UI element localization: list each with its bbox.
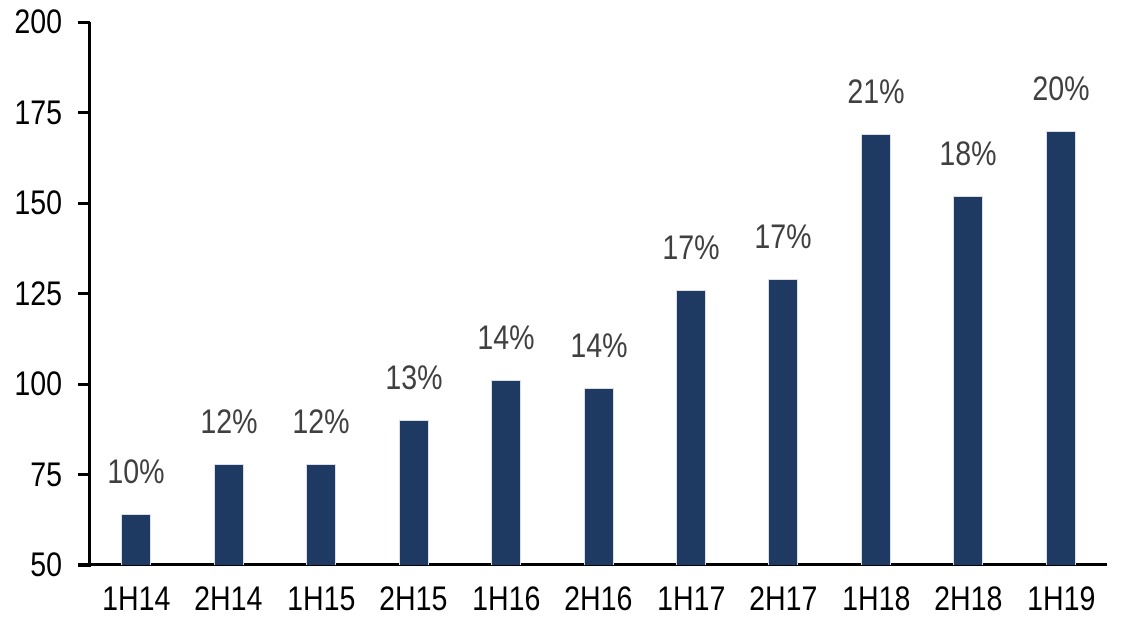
y-axis-tick xyxy=(78,20,90,24)
y-axis-tick-label: 150 xyxy=(14,184,63,222)
bar-1h16 xyxy=(491,380,522,565)
x-axis-category-label: 1H14 xyxy=(102,580,171,618)
x-axis-category-label: 2H15 xyxy=(379,580,448,618)
bar-value-label: 12% xyxy=(292,402,350,441)
x-axis-category-label: 1H18 xyxy=(841,580,910,618)
bar-value-label: 13% xyxy=(384,359,443,398)
y-axis-tick xyxy=(78,111,90,114)
bar-value-label: 14% xyxy=(477,319,535,358)
bar-value-label: 17% xyxy=(754,218,812,257)
x-axis-category-label: 2H18 xyxy=(934,580,1003,618)
y-axis-tick-label: 200 xyxy=(14,3,63,41)
bar-value-label: 21% xyxy=(847,73,905,112)
bar-2h16 xyxy=(583,387,614,565)
y-axis-tick xyxy=(78,563,90,567)
bar-2h17 xyxy=(768,279,799,565)
bar-value-label: 14% xyxy=(569,326,628,365)
y-axis-tick-label: 175 xyxy=(14,93,63,132)
bar-1h15 xyxy=(306,463,337,565)
x-axis-category-label: 2H14 xyxy=(194,580,263,618)
x-axis-category-label: 2H17 xyxy=(749,580,818,618)
bar-2h15 xyxy=(398,420,429,565)
x-axis-category-label: 1H16 xyxy=(471,580,541,618)
x-axis-category-label: 2H16 xyxy=(564,580,633,618)
bar-value-label: 20% xyxy=(1032,69,1090,108)
bar-value-label: 18% xyxy=(939,134,997,173)
y-axis-tick-label: 50 xyxy=(30,546,62,584)
bar-2h14 xyxy=(213,463,244,565)
bar-1h17 xyxy=(675,289,706,565)
x-axis-category-label: 1H15 xyxy=(286,580,356,618)
x-axis-category-label: 1H17 xyxy=(656,580,726,618)
y-axis-tick xyxy=(78,473,90,476)
x-axis-category-label: 1H19 xyxy=(1026,580,1095,618)
y-axis-tick xyxy=(78,382,90,386)
bar-value-label: 12% xyxy=(200,402,258,441)
y-axis-tick-label: 100 xyxy=(14,365,63,403)
y-axis-tick xyxy=(78,201,90,205)
bar-1h14 xyxy=(121,514,152,565)
bar-1h18 xyxy=(860,134,891,565)
bar-value-label: 10% xyxy=(107,453,165,492)
y-axis-tick xyxy=(78,292,90,295)
bar-2h18 xyxy=(953,195,984,565)
y-axis-tick-label: 125 xyxy=(14,274,63,313)
bar-1h19 xyxy=(1045,130,1076,565)
bar-value-label: 17% xyxy=(662,228,720,267)
y-axis-tick-label: 75 xyxy=(30,455,62,494)
